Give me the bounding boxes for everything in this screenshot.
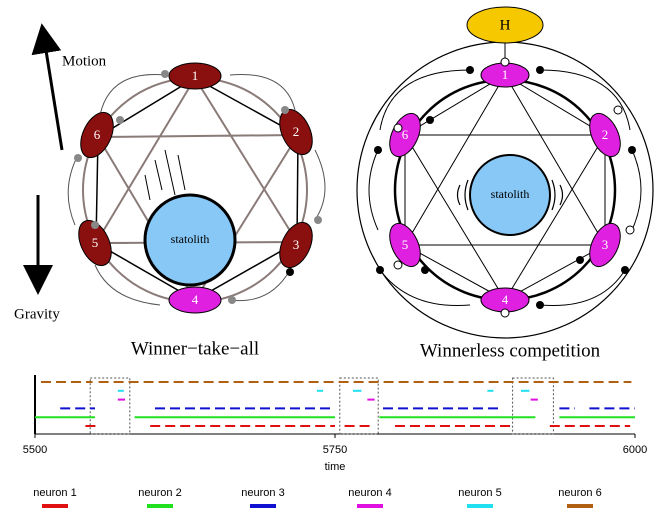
legend-label: neuron 4 (348, 487, 391, 499)
motion-label: Motion (62, 53, 107, 69)
statolith-label: statolith (171, 232, 210, 246)
left-diagram (68, 63, 325, 313)
legend-label: neuron 2 (138, 487, 181, 499)
legend-swatch (147, 504, 173, 508)
window-box (90, 378, 130, 434)
legend-label: neuron 3 (241, 487, 284, 499)
legend-label: neuron 1 (33, 487, 76, 499)
neuron-label: 2 (293, 124, 300, 139)
gravity-label: Gravity (14, 306, 60, 322)
window-box (513, 378, 554, 434)
neuron-label: 5 (92, 235, 99, 250)
x-tick-label: 5500 (23, 444, 47, 456)
neuron-label: 3 (293, 237, 300, 252)
legend-swatch (250, 504, 276, 508)
neuron-label: 5 (402, 237, 409, 252)
neuron-label: 1 (502, 67, 509, 82)
caption: Winnerless competition (420, 340, 601, 361)
neuron-label: 4 (502, 292, 509, 307)
neuron-label: 6 (94, 127, 101, 142)
legend-label: neuron 6 (558, 487, 601, 499)
neuron-label: 1 (192, 68, 199, 83)
motion-arrow (44, 38, 62, 150)
neuron-label: 2 (602, 127, 609, 142)
legend-swatch (467, 504, 493, 508)
legend-label: neuron 5 (458, 487, 501, 499)
x-tick-label: 6000 (623, 444, 647, 456)
x-axis-label: time (325, 461, 346, 473)
x-tick-label: 5750 (323, 444, 347, 456)
neuron-label: 3 (602, 237, 609, 252)
legend-swatch (357, 504, 383, 508)
statolith-label: statolith (491, 187, 530, 201)
figure: Motion Gravity statolith 1 2 3 4 5 6 Win… (0, 0, 659, 512)
neuron-label: 6 (402, 127, 409, 142)
neuron-label: 4 (192, 292, 199, 307)
caption: Winner−take−all (131, 338, 259, 359)
legend-swatch (567, 504, 593, 508)
right-diagram (357, 7, 653, 338)
legend-swatch (42, 504, 68, 508)
hub-label: H (500, 17, 511, 33)
